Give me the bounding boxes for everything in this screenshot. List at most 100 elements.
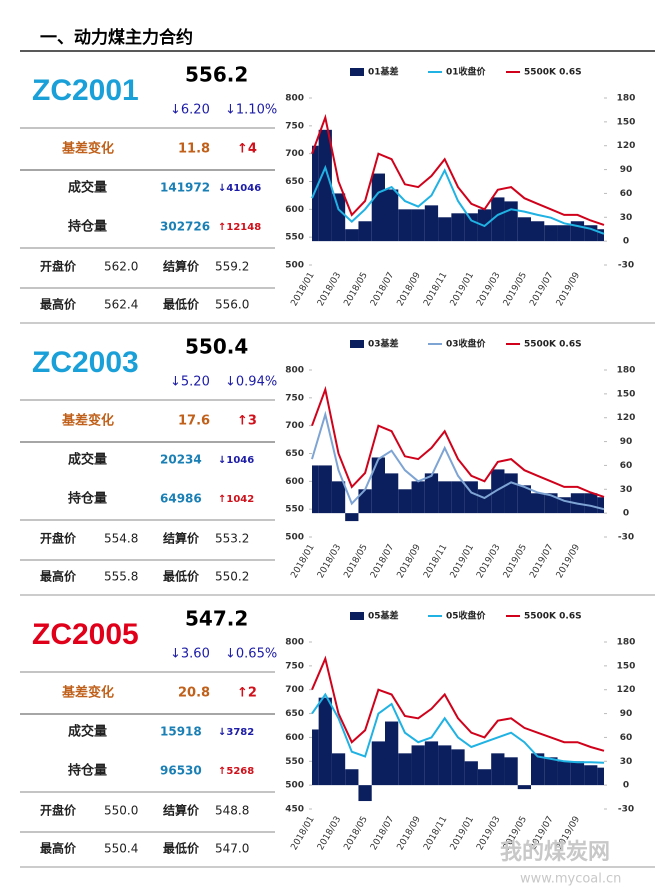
oi: 302726 bbox=[160, 220, 210, 234]
oi: 64986 bbox=[160, 492, 202, 506]
basis-area bbox=[371, 457, 385, 514]
y2-tick-label: -30 bbox=[618, 805, 634, 815]
x-tick-label: 2018/05 bbox=[342, 815, 369, 852]
basis-area bbox=[597, 229, 604, 242]
x-tick-label: 2019/01 bbox=[449, 543, 476, 580]
y-tick-label: 500 bbox=[285, 261, 304, 271]
x-tick-label: 2019/09 bbox=[555, 271, 582, 309]
y2-tick-label: 60 bbox=[620, 189, 633, 199]
basis-area bbox=[477, 769, 492, 786]
price-line bbox=[311, 113, 605, 226]
basis-area bbox=[557, 225, 571, 242]
settle-label: 结算价 bbox=[163, 531, 200, 546]
basis-area bbox=[345, 229, 359, 242]
open-label: 开盘价 bbox=[40, 531, 77, 546]
basis-area bbox=[371, 173, 385, 242]
settle-label: 结算价 bbox=[163, 803, 200, 818]
basis-label: 基差变化 bbox=[61, 413, 114, 429]
y-tick-label: 450 bbox=[285, 805, 304, 815]
basis-area bbox=[411, 745, 425, 786]
high-label: 最高价 bbox=[40, 841, 77, 856]
y-tick-label: 650 bbox=[285, 449, 304, 459]
x-tick-label: 2018/07 bbox=[369, 815, 396, 852]
open: 562.0 bbox=[104, 260, 138, 274]
oi-label: 持仓量 bbox=[68, 491, 107, 507]
price: 556.2 bbox=[185, 63, 248, 87]
y2-tick-label: 90 bbox=[620, 165, 633, 175]
y2-tick-label: 180 bbox=[617, 638, 636, 648]
x-tick-label: 2019/03 bbox=[475, 815, 502, 852]
legend-label: 01基差 bbox=[368, 66, 399, 78]
y2-tick-label: 60 bbox=[620, 461, 633, 471]
basis-area bbox=[584, 493, 598, 514]
x-tick-label: 2019/05 bbox=[502, 271, 529, 308]
y2-tick-label: 120 bbox=[617, 413, 636, 423]
basis-area bbox=[318, 465, 332, 514]
y2-tick-label: 120 bbox=[617, 141, 636, 151]
basis-area bbox=[318, 129, 332, 242]
x-tick-label: 2018/05 bbox=[342, 543, 369, 580]
y2-tick-label: 0 bbox=[623, 781, 629, 791]
y-tick-label: 750 bbox=[285, 393, 304, 403]
basis-area bbox=[385, 473, 399, 514]
basis-area bbox=[544, 493, 558, 514]
low-label: 最低价 bbox=[163, 841, 200, 856]
y2-tick-label: 30 bbox=[620, 757, 633, 767]
basis-area bbox=[570, 761, 585, 786]
price-line bbox=[311, 655, 605, 752]
basis-area bbox=[358, 785, 372, 802]
y2-tick-label: 150 bbox=[617, 389, 636, 399]
x-tick-label: 2018/03 bbox=[316, 543, 343, 580]
basis-area bbox=[312, 729, 319, 786]
y2-tick-label: 30 bbox=[620, 485, 633, 495]
volume: 20234 bbox=[160, 453, 202, 467]
basis-area bbox=[358, 489, 372, 514]
basis-area bbox=[531, 493, 545, 514]
oi: 96530 bbox=[160, 764, 202, 778]
y2-tick-label: 90 bbox=[620, 709, 633, 719]
open-label: 开盘价 bbox=[40, 259, 77, 274]
legend-label: 03收盘价 bbox=[446, 338, 487, 350]
high: 550.4 bbox=[104, 842, 138, 856]
y2-tick-label: 180 bbox=[617, 94, 636, 104]
basis-area bbox=[411, 209, 425, 242]
legend-label: 05基差 bbox=[368, 610, 399, 622]
legend-swatch bbox=[350, 340, 364, 348]
basis-area bbox=[371, 741, 385, 786]
volume-change: ↓3782 bbox=[218, 727, 254, 738]
x-tick-label: 2018/07 bbox=[369, 543, 396, 580]
basis-area bbox=[331, 481, 346, 514]
basis-area bbox=[504, 473, 518, 514]
open-label: 开盘价 bbox=[40, 803, 77, 818]
basis-area bbox=[477, 489, 492, 514]
basis-change: ↑4 bbox=[237, 142, 257, 157]
y2-tick-label: 150 bbox=[617, 117, 636, 127]
watermark-url: www.mycoal.cn bbox=[520, 872, 621, 887]
open: 554.8 bbox=[104, 532, 138, 546]
y-tick-label: 750 bbox=[285, 661, 304, 671]
basis-area bbox=[544, 225, 558, 242]
low: 556.0 bbox=[215, 298, 249, 312]
basis-area bbox=[398, 209, 412, 242]
basis-area bbox=[424, 473, 439, 514]
y-tick-label: 550 bbox=[285, 757, 304, 767]
y2-tick-label: 120 bbox=[617, 685, 636, 695]
basis-area bbox=[385, 721, 399, 786]
legend-swatch bbox=[350, 612, 364, 620]
low-label: 最低价 bbox=[163, 569, 200, 584]
price-line bbox=[311, 385, 605, 498]
x-tick-label: 2019/01 bbox=[449, 271, 476, 308]
settle-label: 结算价 bbox=[163, 259, 200, 274]
basis-area bbox=[517, 217, 531, 242]
x-tick-label: 2018/09 bbox=[396, 271, 423, 309]
settle: 553.2 bbox=[215, 532, 249, 546]
x-tick-label: 2018/01 bbox=[289, 815, 316, 852]
settle: 548.8 bbox=[215, 804, 249, 818]
y-tick-label: 600 bbox=[285, 477, 304, 487]
volume: 15918 bbox=[160, 725, 202, 739]
legend-label: 01收盘价 bbox=[446, 66, 487, 78]
basis: 11.8 bbox=[178, 142, 210, 157]
y-tick-label: 500 bbox=[285, 781, 304, 791]
legend-label: 5500K 0.6S bbox=[524, 340, 582, 350]
